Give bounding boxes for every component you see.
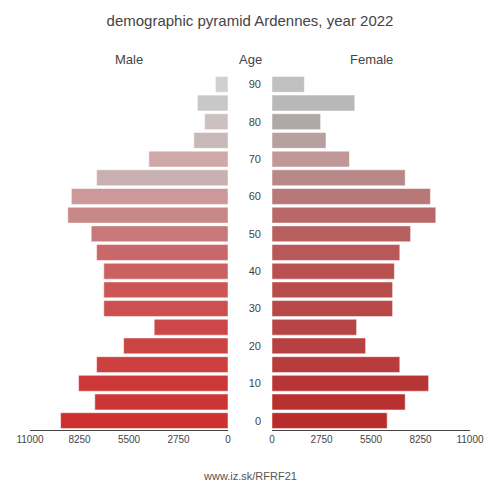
svg-text:5500: 5500	[118, 434, 141, 445]
svg-text:0: 0	[269, 434, 275, 445]
svg-text:Male: Male	[115, 52, 143, 67]
svg-text:10: 10	[249, 377, 261, 389]
svg-text:30: 30	[249, 302, 261, 314]
svg-text:www.iz.sk/RFRF21: www.iz.sk/RFRF21	[203, 470, 297, 482]
svg-text:demographic pyramid Ardennes,: demographic pyramid Ardennes, year 2022	[107, 12, 394, 29]
svg-text:50: 50	[249, 228, 261, 240]
svg-text:70: 70	[249, 153, 261, 165]
svg-text:5500: 5500	[360, 434, 383, 445]
svg-text:2750: 2750	[310, 434, 333, 445]
svg-text:Female: Female	[350, 52, 393, 67]
svg-text:11000: 11000	[16, 434, 44, 445]
svg-text:90: 90	[249, 78, 261, 90]
svg-text:Age: Age	[239, 52, 262, 67]
svg-text:8250: 8250	[409, 434, 432, 445]
svg-text:11000: 11000	[456, 434, 484, 445]
svg-text:60: 60	[249, 190, 261, 202]
svg-text:0: 0	[225, 434, 231, 445]
svg-text:80: 80	[249, 116, 261, 128]
svg-text:8250: 8250	[68, 434, 91, 445]
svg-text:20: 20	[249, 340, 261, 352]
svg-text:40: 40	[249, 265, 261, 277]
svg-text:2750: 2750	[167, 434, 190, 445]
svg-text:0: 0	[255, 415, 261, 427]
